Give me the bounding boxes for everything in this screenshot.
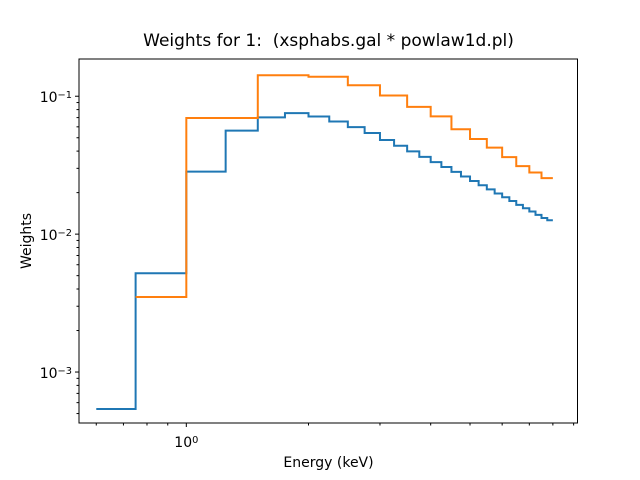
tick-exponent: −1 bbox=[57, 90, 72, 102]
y-tick-label-0: 10−1 bbox=[39, 90, 72, 107]
weights-coarse-grid-curve bbox=[135, 74, 553, 299]
axes-frame bbox=[78, 58, 578, 424]
x-tick-label-0: 100 bbox=[174, 435, 199, 452]
y-tick-label-1: 10−2 bbox=[39, 228, 72, 245]
tick-exponent: 0 bbox=[192, 435, 199, 446]
y-tick-label-2: 10−3 bbox=[39, 366, 72, 383]
tick-exponent: −2 bbox=[57, 228, 72, 240]
tick-exponent: −3 bbox=[57, 366, 72, 378]
plot-title: Weights for 1: (xsphabs.gal * powlaw1d.p… bbox=[143, 31, 514, 51]
x-axis-label: Energy (keV) bbox=[283, 455, 374, 471]
weights-fine-grid-curve bbox=[96, 112, 553, 410]
